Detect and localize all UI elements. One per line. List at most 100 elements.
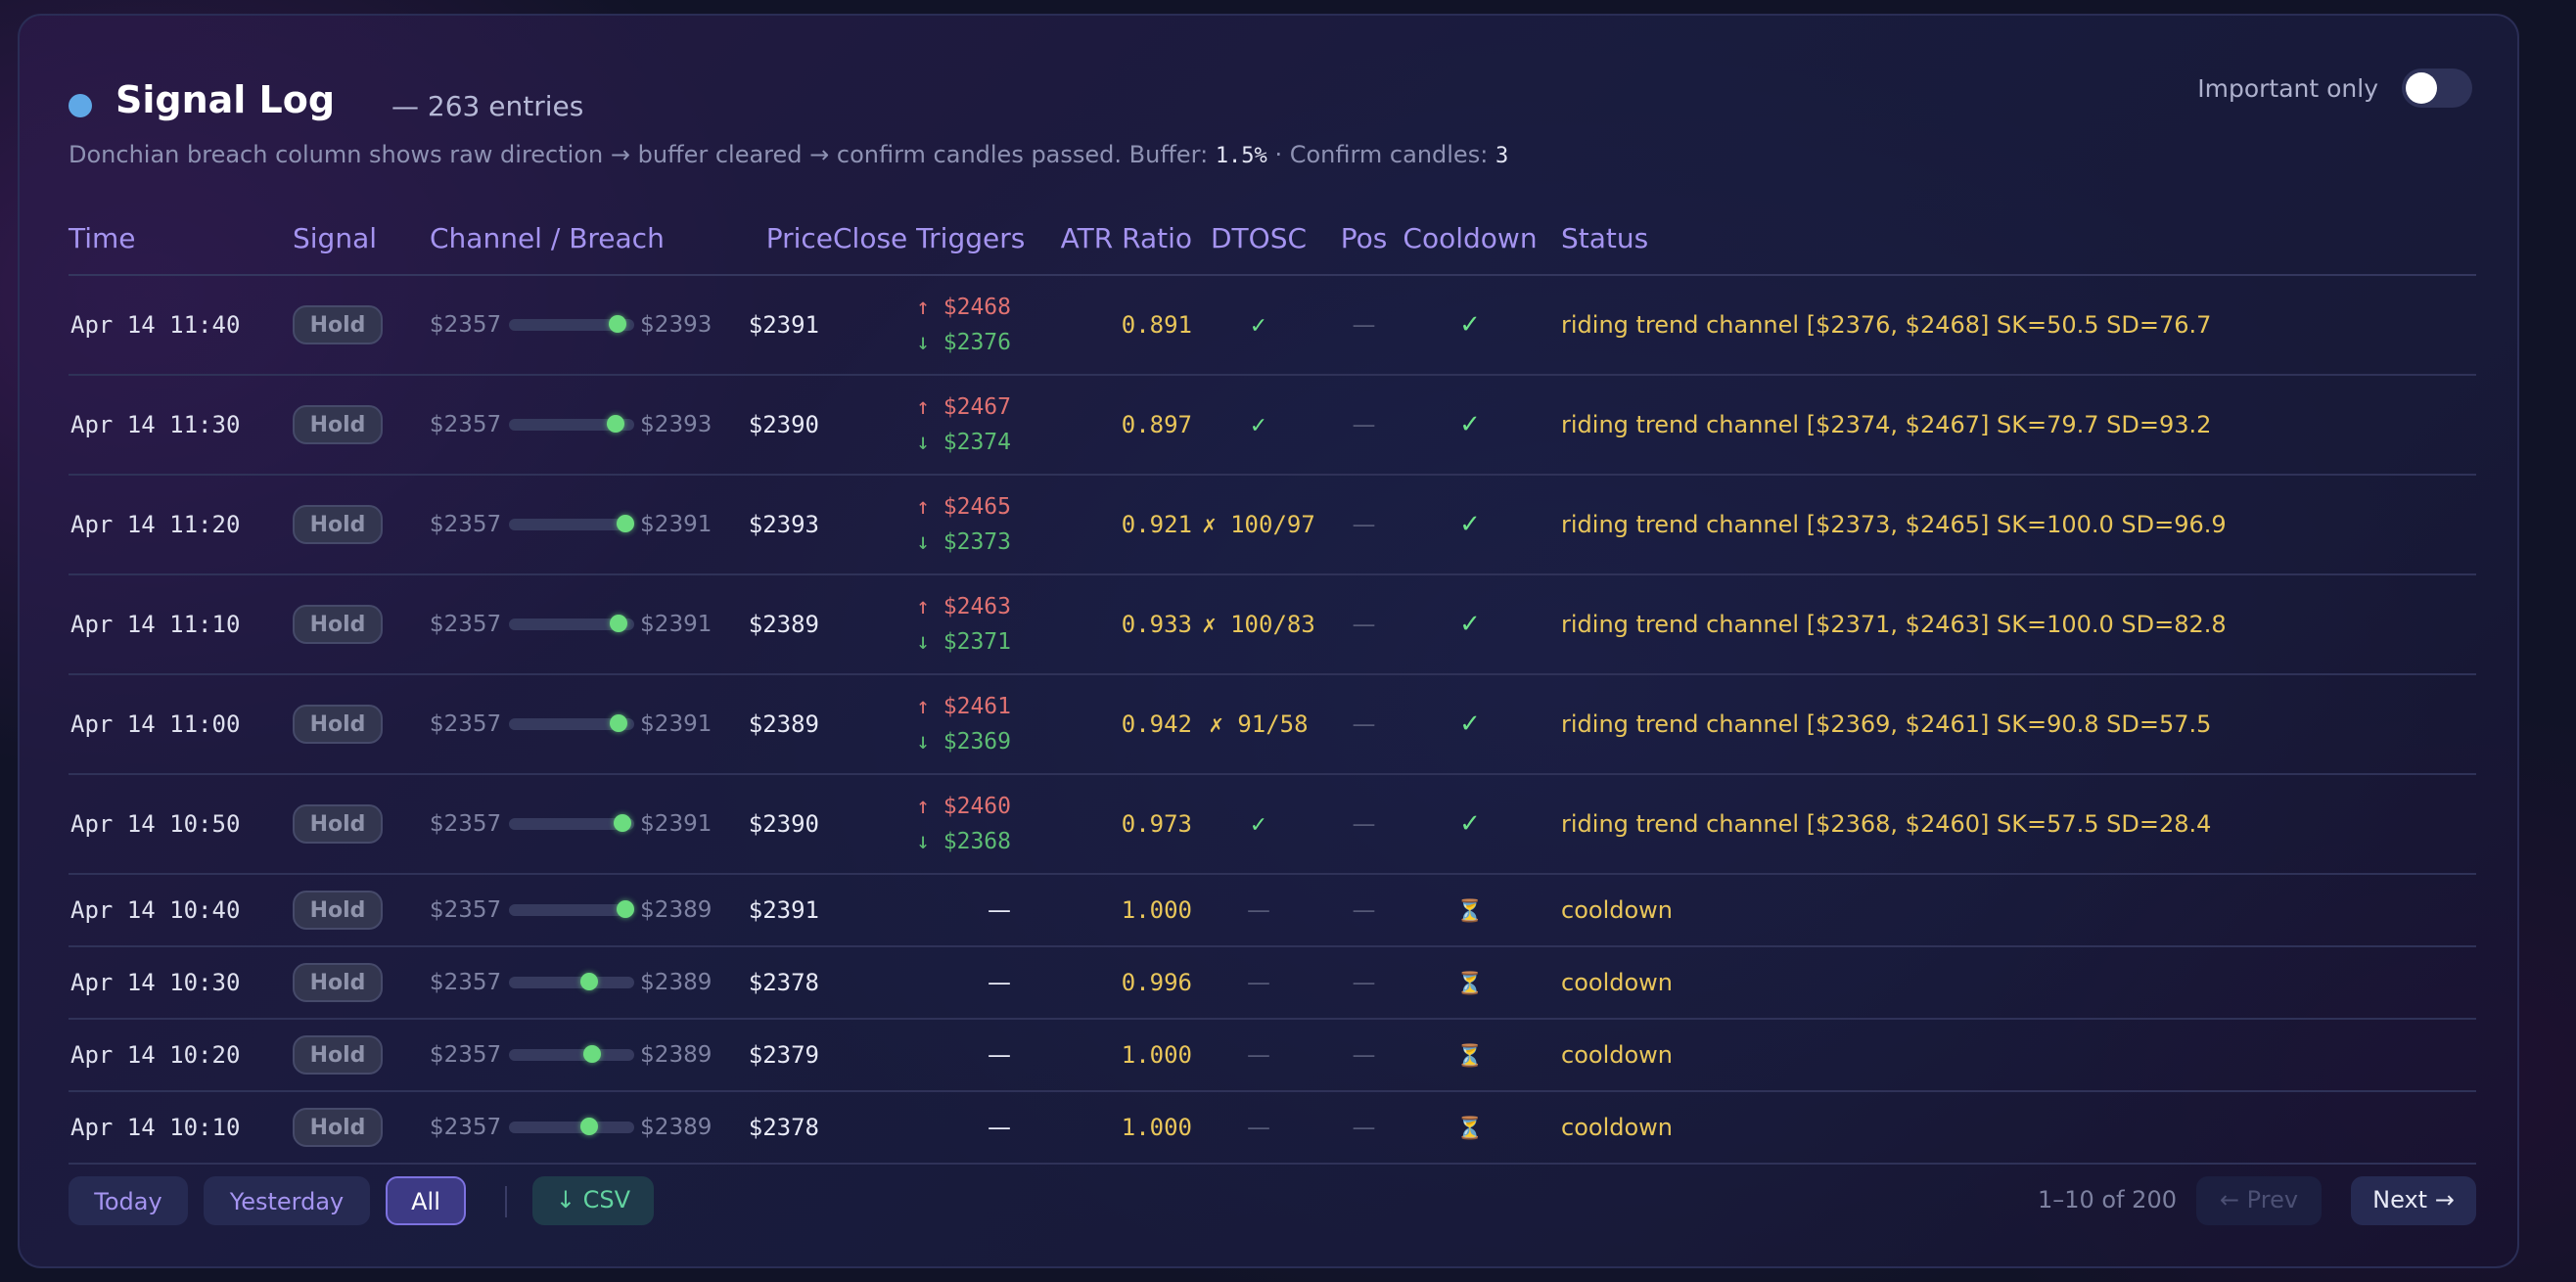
channel-low: $2357 xyxy=(430,970,502,995)
check-icon: ✓ xyxy=(1249,813,1268,838)
row-status: riding trend channel [$2373, $2465] SK=1… xyxy=(1538,475,2476,575)
column-header-channel-breach[interactable]: Channel / Breach xyxy=(430,202,740,276)
signal-log-panel: Signal Log — 263 entries Important only … xyxy=(18,14,2519,1268)
breach-marker xyxy=(580,973,599,990)
row-time: Apr 14 10:50 xyxy=(69,774,293,875)
column-header-pos[interactable]: Pos xyxy=(1325,202,1403,276)
row-atr-ratio: 0.921 xyxy=(1011,475,1192,575)
table-header-row: Time Signal Channel / Breach Price Close… xyxy=(69,202,2476,276)
trigger-down: ↓ $2371 xyxy=(916,629,1011,655)
breach-marker xyxy=(583,1045,602,1063)
row-atr-ratio: 0.891 xyxy=(1011,275,1192,376)
breach-bar xyxy=(509,1045,635,1063)
row-price: $2393 xyxy=(740,475,833,575)
row-time: Apr 14 11:20 xyxy=(69,475,293,575)
channel-high: $2389 xyxy=(640,1042,713,1068)
breach-marker xyxy=(610,714,628,732)
channel-high: $2393 xyxy=(640,412,713,437)
table-row: Apr 14 10:50 Hold $2357 $2391 $2390 ↑ $2460 ↓ … xyxy=(69,774,2476,875)
filter-today-button[interactable]: Today xyxy=(69,1176,188,1225)
row-status: cooldown xyxy=(1538,1091,2476,1165)
signal-badge: Hold xyxy=(293,605,383,644)
important-only-toggle[interactable] xyxy=(2402,69,2472,108)
hourglass-icon: ⏳ xyxy=(1456,1117,1484,1141)
entry-count: — 263 entries xyxy=(391,90,584,122)
description-text: Donchian breach column shows raw directi… xyxy=(69,141,1209,168)
row-time: Apr 14 11:30 xyxy=(69,375,293,476)
pos-empty: — xyxy=(1352,511,1376,538)
row-price: $2378 xyxy=(740,946,833,1020)
row-atr-ratio: 1.000 xyxy=(1011,1091,1192,1165)
confirm-candles-value: 3 xyxy=(1495,144,1509,168)
row-status: riding trend channel [$2369, $2461] SK=9… xyxy=(1538,674,2476,775)
check-icon: ✓ xyxy=(1459,310,1481,340)
channel-low: $2357 xyxy=(430,612,502,637)
export-csv-button[interactable]: ↓ CSV xyxy=(532,1176,654,1225)
page-title: Signal Log xyxy=(115,78,336,121)
buffer-value: 1.5% xyxy=(1215,144,1267,168)
status-dot-icon xyxy=(69,94,92,117)
column-header-cooldown[interactable]: Cooldown xyxy=(1403,202,1538,276)
trigger-down: ↓ $2368 xyxy=(916,829,1011,854)
breach-marker xyxy=(580,1118,599,1135)
column-header-atr-ratio[interactable]: ATR Ratio xyxy=(1011,202,1192,276)
check-icon: ✓ xyxy=(1459,510,1481,539)
channel-breach: $2357 $2389 xyxy=(430,897,740,923)
channel-low: $2357 xyxy=(430,512,502,537)
breach-bar xyxy=(509,900,635,918)
dtosc-empty: — xyxy=(1247,969,1270,996)
filter-all-button[interactable]: All xyxy=(386,1176,466,1225)
table-row: Apr 14 10:10 Hold $2357 $2389 $2378—1.000— — ⏳… xyxy=(69,1091,2476,1165)
column-header-close-triggers[interactable]: Close Triggers xyxy=(833,202,1025,276)
signal-badge: Hold xyxy=(293,804,383,844)
breach-bar xyxy=(509,973,635,990)
channel-high: $2391 xyxy=(640,711,713,737)
row-status: riding trend channel [$2376, $2468] SK=5… xyxy=(1538,275,2476,376)
row-atr-ratio: 1.000 xyxy=(1011,874,1192,947)
breach-marker xyxy=(610,615,628,632)
breach-marker xyxy=(609,315,627,333)
breach-marker xyxy=(614,814,632,832)
channel-high: $2389 xyxy=(640,970,713,995)
channel-low: $2357 xyxy=(430,312,502,338)
table-row: Apr 14 10:40 Hold $2357 $2389 $2391—1.000— — ⏳… xyxy=(69,874,2476,947)
column-header-price[interactable]: Price xyxy=(740,202,833,276)
channel-breach: $2357 $2391 xyxy=(430,612,740,637)
close-triggers: ↑ $2460 ↓ $2368 xyxy=(833,789,1011,859)
row-status: riding trend channel [$2371, $2463] SK=1… xyxy=(1538,574,2476,675)
pos-empty: — xyxy=(1352,710,1376,738)
row-atr-ratio: 0.996 xyxy=(1011,946,1192,1020)
important-only-control: Important only xyxy=(2197,69,2472,108)
important-only-label: Important only xyxy=(2197,73,2378,103)
filter-yesterday-button[interactable]: Yesterday xyxy=(204,1176,370,1225)
channel-high: $2391 xyxy=(640,811,713,837)
row-price: $2391 xyxy=(740,874,833,947)
breach-bar xyxy=(509,1118,635,1135)
pos-empty: — xyxy=(1352,896,1376,924)
breach-bar xyxy=(509,415,635,433)
no-triggers: — xyxy=(988,896,1011,924)
row-price: $2390 xyxy=(740,375,833,476)
trigger-down: ↓ $2376 xyxy=(916,330,1011,355)
column-header-dtosc[interactable]: DTOSC xyxy=(1192,202,1325,276)
next-page-button[interactable]: Next → xyxy=(2351,1176,2476,1225)
row-time: Apr 14 10:40 xyxy=(69,874,293,947)
signal-badge: Hold xyxy=(293,963,383,1002)
channel-breach: $2357 $2389 xyxy=(430,970,740,995)
breach-bar xyxy=(509,615,635,632)
signal-log-table: Time Signal Channel / Breach Price Close… xyxy=(69,202,2476,1165)
row-time: Apr 14 10:20 xyxy=(69,1019,293,1092)
pos-empty: — xyxy=(1352,1041,1376,1069)
column-header-status[interactable]: Status xyxy=(1538,202,2476,276)
close-triggers: ↑ $2461 ↓ $2369 xyxy=(833,689,1011,759)
column-header-signal[interactable]: Signal xyxy=(293,202,430,276)
row-atr-ratio: 0.942 xyxy=(1011,674,1192,775)
breach-marker xyxy=(617,900,635,918)
signal-badge: Hold xyxy=(293,505,383,544)
column-header-time[interactable]: Time xyxy=(69,202,293,276)
trigger-up: ↑ $2468 xyxy=(916,295,1011,320)
prev-page-button[interactable]: ← Prev xyxy=(2196,1176,2322,1225)
panel-description: Donchian breach column shows raw directi… xyxy=(69,141,1508,168)
channel-breach: $2357 $2389 xyxy=(430,1042,740,1068)
dtosc-value: ✗ 91/58 xyxy=(1209,710,1309,738)
